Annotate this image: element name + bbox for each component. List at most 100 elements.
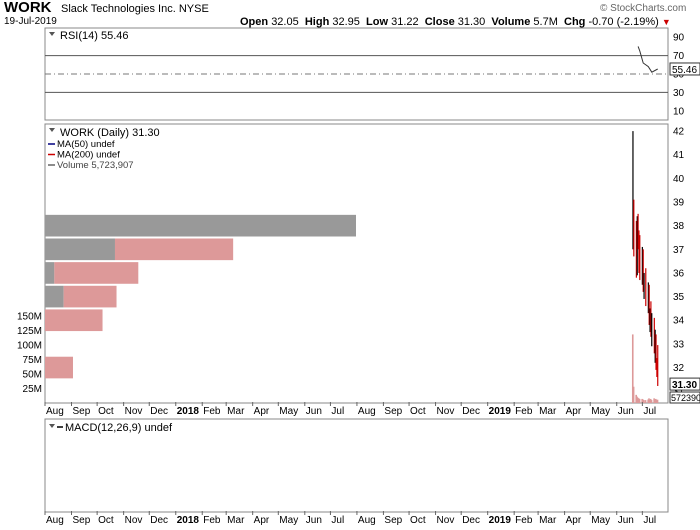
volume-bar xyxy=(636,396,638,403)
price-tick-label: 39 xyxy=(673,198,685,209)
volume-bar xyxy=(643,400,645,403)
volume-bar xyxy=(635,394,637,403)
volume-by-price-down-bar xyxy=(45,285,64,308)
stockcharts-credit[interactable]: © StockCharts.com xyxy=(600,3,687,14)
panel-collapse-icon xyxy=(49,32,55,36)
x-tick-label: Mar xyxy=(227,406,245,417)
volume-by-price-up-bar xyxy=(63,285,117,308)
rsi-tick-label: 30 xyxy=(673,88,685,99)
close-label: Close xyxy=(424,16,455,28)
x-tick-label: Apr xyxy=(254,515,270,526)
x-tick-label: Jul xyxy=(643,515,656,526)
x-tick-label: 2018 xyxy=(177,515,200,526)
x-tick-label: May xyxy=(591,515,610,526)
volume-by-price-up-bar xyxy=(45,356,73,379)
chg-label: Chg xyxy=(564,16,586,28)
volume-label: Volume xyxy=(491,16,531,28)
volume-bar xyxy=(644,400,647,403)
price-tick-label: 42 xyxy=(673,127,685,138)
x-tick-label: Sep xyxy=(384,406,402,417)
x-tick-label: Aug xyxy=(358,515,376,526)
last-price-label: 31.30 xyxy=(672,380,697,391)
x-tick-label: Nov xyxy=(125,406,143,417)
x-tick-label: 2019 xyxy=(489,406,512,417)
rsi-title: RSI(14) 55.46 xyxy=(60,30,128,42)
volume-bar xyxy=(647,399,649,403)
x-tick-label: Feb xyxy=(203,406,221,417)
macd-x-axis: Aug Sep Oct Nov Dec 2018 Feb Mar Apr May Jun Jul Aug… xyxy=(44,511,656,526)
rsi-tick-label: 10 xyxy=(673,106,685,117)
volume-bar xyxy=(638,398,641,403)
company-name: Slack Technologies Inc. NYSE xyxy=(61,3,209,15)
down-triangle-icon: ▼ xyxy=(661,17,671,27)
x-tick-label: Sep xyxy=(72,406,90,417)
exchange-name: NYSE xyxy=(178,3,209,15)
x-tick-label: Jul xyxy=(331,515,344,526)
chart-date: 19-Jul-2019 xyxy=(4,16,57,27)
close-value: 31.30 xyxy=(457,16,486,28)
price-tick-label: 38 xyxy=(673,221,685,232)
macd-title: MACD(12,26,9) undef xyxy=(65,422,173,434)
x-tick-label: Dec xyxy=(150,515,168,526)
volume-bar xyxy=(654,399,656,403)
high-label: High xyxy=(304,16,330,28)
volume-bar xyxy=(641,398,643,403)
price-tick-label: 34 xyxy=(673,316,685,327)
x-tick-label: Jun xyxy=(306,515,322,526)
x-tick-label: Mar xyxy=(227,515,245,526)
volume-by-price-down-bar xyxy=(45,214,356,237)
chg-value: -0.70 (-2.19%) xyxy=(588,16,659,28)
price-tick-label: 40 xyxy=(673,174,685,185)
quote-summary: Open 32.05 High 32.95 Low 31.22 Close 31… xyxy=(240,16,671,28)
last-volume-box xyxy=(669,391,700,404)
volume-bar xyxy=(656,399,659,403)
x-tick-label: May xyxy=(591,406,610,417)
x-tick-label: Jun xyxy=(618,406,634,417)
x-tick-label: Mar xyxy=(539,515,557,526)
macd-panel: MACD(12,26,9) undef xyxy=(44,418,669,513)
open-value: 32.05 xyxy=(271,16,299,28)
legend-entry: MA(200) undef xyxy=(57,150,120,161)
x-tick-label: Aug xyxy=(46,406,64,417)
low-value: 31.22 xyxy=(391,16,419,28)
x-tick-label: Nov xyxy=(437,406,455,417)
volume-by-price-down-bar xyxy=(45,238,115,261)
legend-entry: Volume 5,723,907 xyxy=(57,160,134,171)
rsi-tick-label: 70 xyxy=(673,51,685,62)
last-volume-label: 5723907 xyxy=(671,393,700,403)
x-tick-label: Dec xyxy=(150,406,168,417)
volume-by-price-up-bar xyxy=(45,309,103,332)
x-tick-label: Feb xyxy=(203,515,221,526)
x-tick-label: Oct xyxy=(410,515,426,526)
panel-collapse-icon xyxy=(49,128,55,132)
rsi-last-value-label: 55.46 xyxy=(672,65,697,76)
legend-entry: MA(50) undef xyxy=(57,139,115,150)
x-tick-label: May xyxy=(279,406,298,417)
x-tick-label: Dec xyxy=(462,406,480,417)
volume-bar xyxy=(642,399,644,403)
ticker-symbol: WORK xyxy=(4,0,52,16)
x-tick-label: May xyxy=(279,515,298,526)
x-tick-label: 2019 xyxy=(489,515,512,526)
high-value: 32.95 xyxy=(332,16,360,28)
x-tick-label: Jul xyxy=(331,406,344,417)
volume-bar xyxy=(650,400,653,403)
x-tick-label: Aug xyxy=(46,515,64,526)
rsi-last-value-box xyxy=(669,62,700,76)
price-frame xyxy=(44,123,669,404)
volume-bar xyxy=(637,397,639,403)
volume-tick-label: 50M xyxy=(23,369,42,380)
volume-tick-label: 25M xyxy=(23,384,42,395)
x-tick-label: Apr xyxy=(254,406,270,417)
volume-bar xyxy=(653,398,655,403)
open-label: Open xyxy=(240,16,269,28)
x-tick-label: Mar xyxy=(539,406,557,417)
price-panel: 31323334353637383940414225M50M75M100M125… xyxy=(17,123,700,404)
volume-tick-label: 150M xyxy=(17,311,42,322)
volume-bar xyxy=(649,399,651,403)
price-tick-label: 35 xyxy=(673,292,685,303)
price-tick-label: 33 xyxy=(673,339,685,350)
rsi-line xyxy=(637,46,658,73)
volume-bar xyxy=(637,398,640,403)
